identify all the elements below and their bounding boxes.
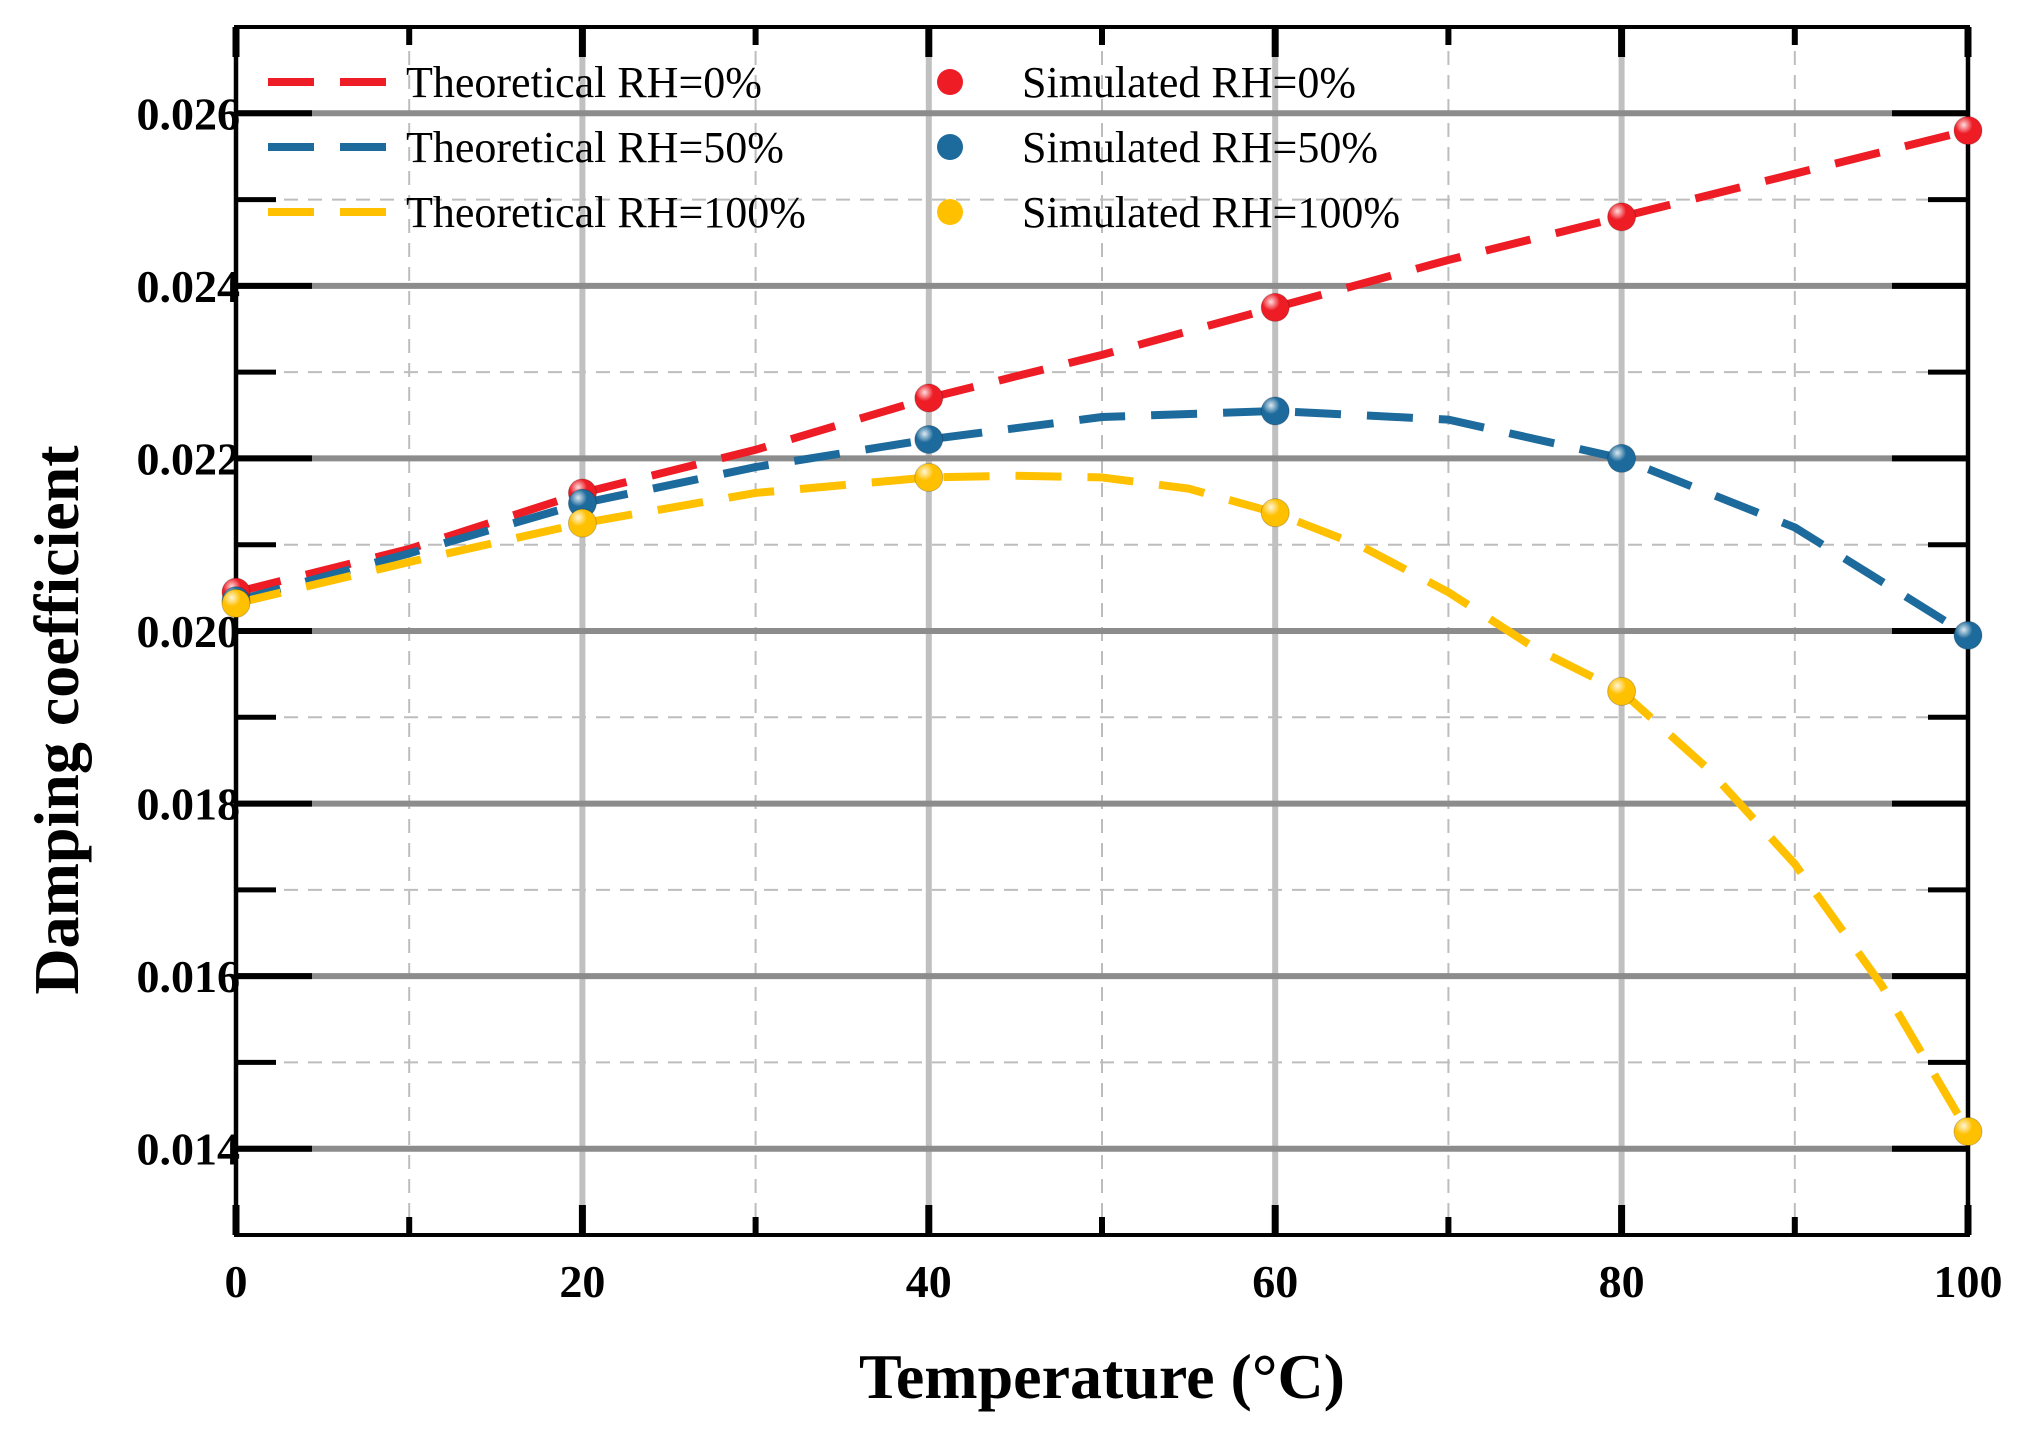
point-highlight-simulated-rh-100-100 [1954, 1117, 1982, 1146]
y-axis-title: Damping coefficient [21, 445, 92, 995]
point-highlight-simulated-rh-100-80 [1607, 677, 1636, 706]
point-highlight-simulated-rh-50-80 [1607, 444, 1636, 473]
point-highlight-simulated-rh-100-0 [222, 589, 250, 618]
point-highlight-simulated-rh-0-40 [914, 384, 943, 413]
legend-label-simulated-rh50: Simulated RH=50% [1022, 123, 1378, 172]
y-tick-label-0.014: 0.014 [137, 1124, 241, 1175]
legend-marker-simulated-rh0 [937, 69, 963, 95]
point-highlight-simulated-rh-50-100 [1954, 621, 1982, 650]
point-highlight-simulated-rh-100-20 [568, 509, 597, 538]
x-axis-title: Temperature (°C) [859, 1341, 1345, 1412]
series-line-theoretical-rh-50 [234, 406, 1971, 639]
series-line-theoretical-rh-0 [235, 126, 1969, 597]
legend-label-simulated-rh100: Simulated RH=100% [1022, 188, 1400, 237]
point-highlight-simulated-rh-0-60 [1261, 293, 1290, 322]
y-tick-label-0.016: 0.016 [137, 951, 241, 1002]
point-highlight-simulated-rh-0-80 [1607, 202, 1636, 231]
y-tick-label-0.022: 0.022 [137, 433, 241, 484]
legend-label-theoretical-rh50: Theoretical RH=50% [406, 123, 784, 172]
legend-marker-simulated-rh50 [937, 134, 963, 160]
x-tick-labels: 0 20 40 60 80 100 [225, 1256, 2003, 1307]
legend-label-theoretical-rh0: Theoretical RH=0% [406, 58, 762, 107]
x-tick-label-80: 80 [1599, 1256, 1645, 1307]
x-tick-label-20: 20 [559, 1256, 605, 1307]
y-tick-label-0.020: 0.020 [137, 606, 241, 657]
tick-layer [232, 27, 1972, 1235]
x-tick-label-60: 60 [1252, 1256, 1298, 1307]
series-line-theoretical-rh-100 [235, 471, 1972, 1134]
legend: Theoretical RH=0% Theoretical RH=50% The… [268, 58, 1400, 237]
legend-marker-simulated-rh100 [937, 199, 963, 225]
y-tick-label-0.024: 0.024 [137, 261, 241, 312]
point-highlight-simulated-rh-100-40 [914, 463, 943, 492]
point-highlight-simulated-rh-100-60 [1261, 498, 1290, 527]
series-layer [221, 116, 1983, 1146]
point-highlight-simulated-rh-50-40 [914, 425, 943, 454]
y-tick-label-0.026: 0.026 [137, 88, 241, 139]
point-highlight-simulated-rh-0-100 [1954, 116, 1982, 145]
point-highlight-simulated-rh-50-20 [568, 489, 597, 518]
y-tick-label-0.018: 0.018 [137, 779, 241, 830]
y-tick-labels: 0.014 0.016 0.018 0.020 0.022 0.024 0.02… [137, 88, 241, 1174]
legend-label-theoretical-rh100: Theoretical RH=100% [406, 188, 806, 237]
x-tick-label-0: 0 [225, 1256, 248, 1307]
x-tick-label-100: 100 [1934, 1256, 2003, 1307]
x-tick-label-40: 40 [906, 1256, 952, 1307]
point-highlight-simulated-rh-50-60 [1261, 396, 1290, 425]
legend-label-simulated-rh0: Simulated RH=0% [1022, 58, 1356, 107]
